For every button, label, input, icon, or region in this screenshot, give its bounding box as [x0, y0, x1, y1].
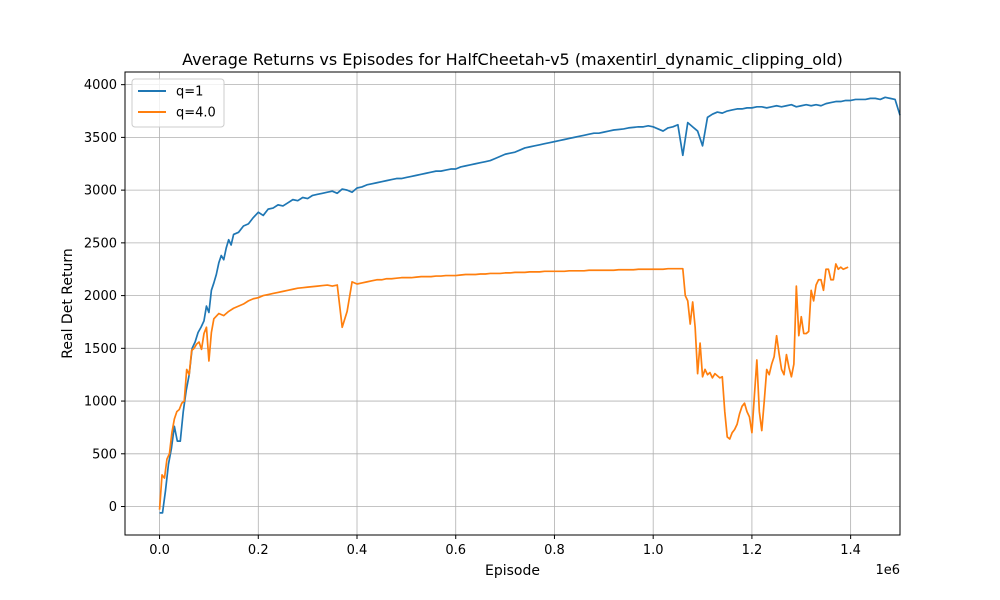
y-tick-label: 3000: [84, 184, 117, 199]
series-layer: [158, 96, 901, 514]
x-tick-label: 0.4: [347, 543, 368, 558]
y-tick-label: 2000: [84, 289, 117, 304]
y-axis-label: Real Det Return: [60, 248, 76, 358]
legend-entry-q1: q=1: [176, 85, 203, 100]
y-tick-label: 4000: [84, 78, 117, 93]
x-tick-label: 1.2: [742, 543, 763, 558]
x-tick-label: 0.2: [248, 543, 269, 558]
series-line-1: [158, 263, 849, 510]
legend: q=1 q=4.0: [131, 78, 225, 128]
y-tick-label: 1000: [84, 395, 117, 410]
x-axis-offset-label: 1e6: [875, 563, 900, 578]
y-axis-ticks: 0 500 1000 1500 2000 2500 3000 3500 4000: [84, 78, 125, 515]
x-tick-label: 0.6: [445, 543, 466, 558]
y-tick-label: 1500: [84, 342, 117, 357]
chart-title: Average Returns vs Episodes for HalfChee…: [182, 50, 843, 70]
plot-frame: [124, 71, 901, 536]
x-tick-label: 1.4: [840, 543, 861, 558]
x-tick-label: 1.0: [643, 543, 664, 558]
y-tick-label: 0: [109, 500, 117, 515]
x-axis-ticks: 0.0 0.2 0.4 0.6 0.8 1.0 1.2 1.4: [149, 535, 861, 558]
x-axis-label: Episode: [485, 563, 540, 579]
x-tick-label: 0.0: [149, 543, 170, 558]
grid: [125, 72, 900, 535]
y-tick-label: 3500: [84, 131, 117, 146]
series-line-0: [159, 96, 901, 514]
y-tick-label: 500: [92, 447, 117, 462]
y-tick-label: 2500: [84, 236, 117, 251]
x-tick-label: 0.8: [544, 543, 565, 558]
legend-entry-q4: q=4.0: [176, 106, 216, 121]
